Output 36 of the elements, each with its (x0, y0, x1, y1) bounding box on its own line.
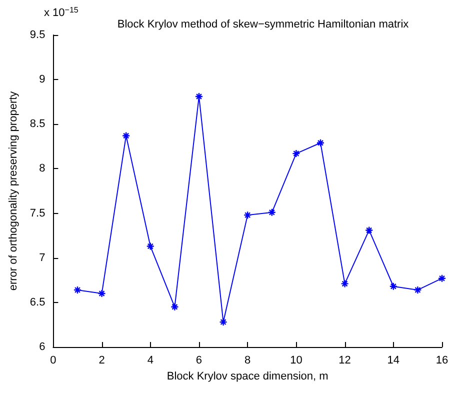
point (146, 242, 154, 250)
x-tick-label: 2 (98, 354, 105, 366)
x-tick-label: 6 (196, 354, 202, 366)
x-tick-label: 16 (436, 354, 448, 366)
point (268, 208, 276, 216)
point (365, 226, 374, 234)
point (243, 210, 252, 220)
y-tick-label: 6.5 (30, 296, 46, 308)
x-tick-label: 8 (244, 354, 251, 366)
chart-title: Block Krylov method of skew−symmetric Hamiltonian matrix (117, 18, 410, 30)
y-tick-label: 9 (39, 74, 46, 86)
point (219, 318, 228, 326)
point (414, 286, 422, 294)
x-tick-label: 12 (338, 354, 351, 366)
x-tick-label: 0 (50, 354, 56, 366)
point (73, 286, 82, 294)
x-axis-title: Block Krylov space dimension, m (166, 370, 328, 382)
point (122, 132, 130, 140)
y-tick-label: 8 (39, 162, 46, 175)
point (194, 92, 204, 101)
point (340, 280, 349, 288)
x-tick-label: 14 (387, 354, 400, 366)
x-tick-label: 10 (290, 354, 302, 366)
y-tick-label: 9.5 (30, 29, 46, 41)
point (316, 138, 325, 147)
point (389, 282, 398, 290)
point (98, 289, 106, 298)
y-tick-label: 6 (39, 341, 46, 353)
y-tick-label: 7.5 (30, 207, 46, 220)
point (438, 274, 446, 282)
point (292, 149, 300, 158)
y-axis-title: error of orthogonality preserving property (8, 90, 20, 291)
x-tick-label: 4 (147, 354, 154, 366)
y-tick-label: 8.5 (30, 118, 46, 130)
y-tick-label: 7 (39, 252, 46, 264)
point (170, 302, 179, 311)
